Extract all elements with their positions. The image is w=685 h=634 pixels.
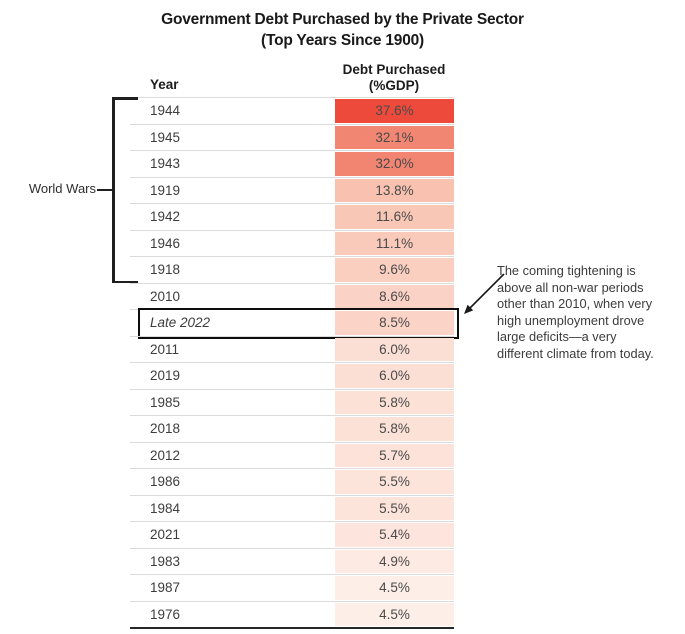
- table-row: 1942 11.6%: [130, 203, 454, 230]
- table-row-year: 2011: [150, 341, 180, 357]
- table-row-value-cell: 5.5%: [335, 470, 454, 494]
- table-row: 2010 8.6%: [130, 282, 454, 310]
- table-row-value-cell: 8.5%: [335, 311, 454, 335]
- table-row: 1943 32.0%: [130, 150, 454, 177]
- table-row-value-cell: 4.5%: [335, 576, 454, 600]
- table-row-value-cell: 37.6%: [335, 99, 454, 123]
- table-row-year: 2021: [150, 527, 181, 543]
- table-row: 1985 5.8%: [130, 388, 454, 416]
- table-row: 2012 5.7%: [130, 441, 454, 469]
- table-row: 1945 32.1%: [130, 123, 454, 151]
- table-body: 1944 37.6% 1945 32.1% 1943 32.0% 1919 13…: [130, 97, 459, 629]
- table-row-value-cell: 11.1%: [335, 231, 454, 255]
- table-row-value-cell: 5.5%: [335, 496, 454, 520]
- table-row: Late 2022 8.5%: [130, 308, 459, 338]
- table-row-value-cell: 9.6%: [335, 258, 454, 282]
- column-header-debt-purchased: Debt Purchased (%GDP): [330, 62, 458, 93]
- annotation-arrow-icon: [464, 273, 505, 314]
- table-row-value-cell: 5.7%: [335, 443, 454, 467]
- table-row-year: 2010: [150, 288, 181, 304]
- table-row-year: 1946: [150, 235, 181, 251]
- table-row: 2021 5.4%: [130, 521, 454, 548]
- table-row-value-cell: 32.0%: [335, 152, 454, 176]
- table-row-value-cell: 6.0%: [335, 337, 454, 361]
- table-row-value-cell: 5.8%: [335, 417, 454, 441]
- table-row-year: 1983: [150, 553, 181, 569]
- table-row-year: 1944: [150, 103, 181, 119]
- table-row-value-cell: 32.1%: [335, 125, 454, 149]
- bracket-vertical-line: [112, 97, 115, 283]
- table-header: Year Debt Purchased (%GDP): [130, 56, 454, 97]
- table-row: 1919 13.8%: [130, 176, 454, 204]
- chart-title: Government Debt Purchased by the Private…: [161, 11, 524, 28]
- table-row-year: 1918: [150, 262, 181, 278]
- table-row-year: 2019: [150, 368, 181, 384]
- table-row-value-cell: 8.6%: [335, 284, 454, 308]
- table-row-year: 1984: [150, 500, 181, 516]
- table-row: 1987 4.5%: [130, 574, 454, 601]
- table-row-value-cell: 5.8%: [335, 390, 454, 414]
- chart-subtitle: (Top Years Since 1900): [260, 32, 425, 49]
- table-row: 2011 6.0%: [130, 335, 454, 363]
- column-header-year: Year: [150, 77, 179, 92]
- column-header-debt-purchased-line1: Debt Purchased: [342, 62, 446, 77]
- table-row-year: Late 2022: [150, 315, 211, 331]
- table-row: 1946 11.1%: [130, 229, 454, 257]
- table-row-year: 1942: [150, 209, 181, 225]
- column-header-debt-purchased-line2: (%GDP): [368, 77, 420, 93]
- table-row-value-cell: 6.0%: [335, 364, 454, 388]
- bracket-bottom-tick: [112, 280, 138, 283]
- table-row-year: 2018: [150, 421, 181, 437]
- table-row: 1918 9.6%: [130, 256, 454, 283]
- table-row-value-cell: 11.6%: [335, 205, 454, 229]
- table-row-value-cell: 13.8%: [335, 178, 454, 202]
- table-row-value-cell: 4.9%: [335, 549, 454, 573]
- bracket-label: World Wars: [28, 181, 96, 196]
- table-row-year: 1987: [150, 580, 181, 596]
- bracket-connector-line: [97, 188, 113, 191]
- table-row-value-cell: 5.4%: [335, 523, 454, 547]
- table-row: 1944 37.6%: [130, 97, 454, 124]
- table-row: 1984 5.5%: [130, 494, 454, 522]
- table-row: 1983 4.9%: [130, 547, 454, 575]
- table-row-year: 1976: [150, 606, 181, 622]
- table-row: 1986 5.5%: [130, 468, 454, 495]
- table-row: 2018 5.8%: [130, 415, 454, 442]
- bracket-top-tick: [112, 97, 138, 100]
- table-row-year: 1985: [150, 394, 181, 410]
- table-row-year: 1943: [150, 156, 181, 172]
- table-row-year: 1945: [150, 129, 181, 145]
- table-row-value-cell: 4.5%: [335, 602, 454, 626]
- table-row: 2019 6.0%: [130, 362, 454, 389]
- table-row: 1976 4.5%: [130, 600, 454, 628]
- annotation-text: The coming tightening is above all non-w…: [497, 263, 654, 361]
- table-row-year: 1919: [150, 182, 181, 198]
- table-row-year: 2012: [150, 447, 181, 463]
- chart-title-block: Government Debt Purchased by the Private…: [0, 9, 685, 51]
- table-row-year: 1986: [150, 474, 181, 490]
